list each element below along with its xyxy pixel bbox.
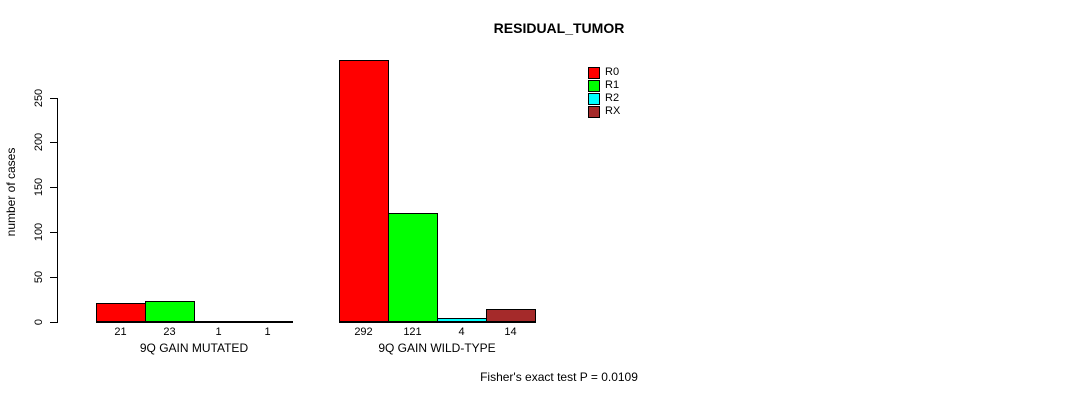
bar-r1-group2 bbox=[388, 213, 438, 322]
legend-item-rx: RX bbox=[588, 105, 620, 118]
x-group-label: 9Q GAIN WILD-TYPE bbox=[378, 341, 496, 355]
bar-r0-group2 bbox=[339, 60, 389, 322]
legend-item-r2: R2 bbox=[588, 92, 620, 105]
legend-swatch-rx bbox=[588, 105, 600, 118]
y-tick-label: 100 bbox=[33, 222, 45, 242]
bar-r1-group1 bbox=[145, 301, 195, 322]
y-tick bbox=[50, 187, 57, 188]
bar-value-label: 121 bbox=[403, 326, 422, 338]
bar-value-label: 1 bbox=[215, 326, 222, 338]
chart-title: RESIDUAL_TUMOR bbox=[493, 20, 625, 36]
bar-value-label: 23 bbox=[163, 326, 176, 338]
legend-swatch-r1 bbox=[588, 79, 600, 92]
y-tick-label: 200 bbox=[33, 132, 45, 152]
bar-value-label: 292 bbox=[354, 326, 373, 338]
y-tick bbox=[50, 277, 57, 278]
bar-value-label: 1 bbox=[264, 326, 271, 338]
legend-item-r1: R1 bbox=[588, 79, 620, 92]
bar-value-label: 4 bbox=[458, 326, 465, 338]
y-tick bbox=[50, 322, 57, 323]
y-tick bbox=[50, 232, 57, 233]
legend-swatch-r2 bbox=[588, 92, 600, 105]
legend: R0 R1 R2 RX bbox=[588, 66, 620, 118]
bar-rx-group2 bbox=[486, 309, 536, 322]
y-tick-label: 50 bbox=[33, 270, 45, 284]
y-tick-label: 0 bbox=[33, 318, 45, 326]
bar-value-label: 21 bbox=[114, 326, 127, 338]
legend-label: RX bbox=[605, 105, 621, 117]
legend-label: R1 bbox=[605, 79, 620, 91]
y-tick-label: 150 bbox=[33, 177, 45, 197]
legend-label: R0 bbox=[605, 66, 620, 78]
y-tick-label: 250 bbox=[33, 88, 45, 108]
y-tick bbox=[50, 98, 57, 99]
x-group-label: 9Q GAIN MUTATED bbox=[139, 341, 249, 355]
legend-item-r0: R0 bbox=[588, 66, 620, 79]
bar-value-label: 14 bbox=[504, 326, 517, 338]
legend-swatch-r0 bbox=[588, 66, 600, 79]
x-baseline bbox=[96, 322, 293, 323]
y-tick bbox=[50, 142, 57, 143]
y-axis-line bbox=[57, 98, 58, 323]
x-baseline bbox=[339, 322, 536, 323]
bar-r0-group1 bbox=[96, 303, 146, 322]
fisher-test-caption: Fisher's exact test P = 0.0109 bbox=[480, 370, 638, 384]
legend-label: R2 bbox=[605, 92, 620, 104]
